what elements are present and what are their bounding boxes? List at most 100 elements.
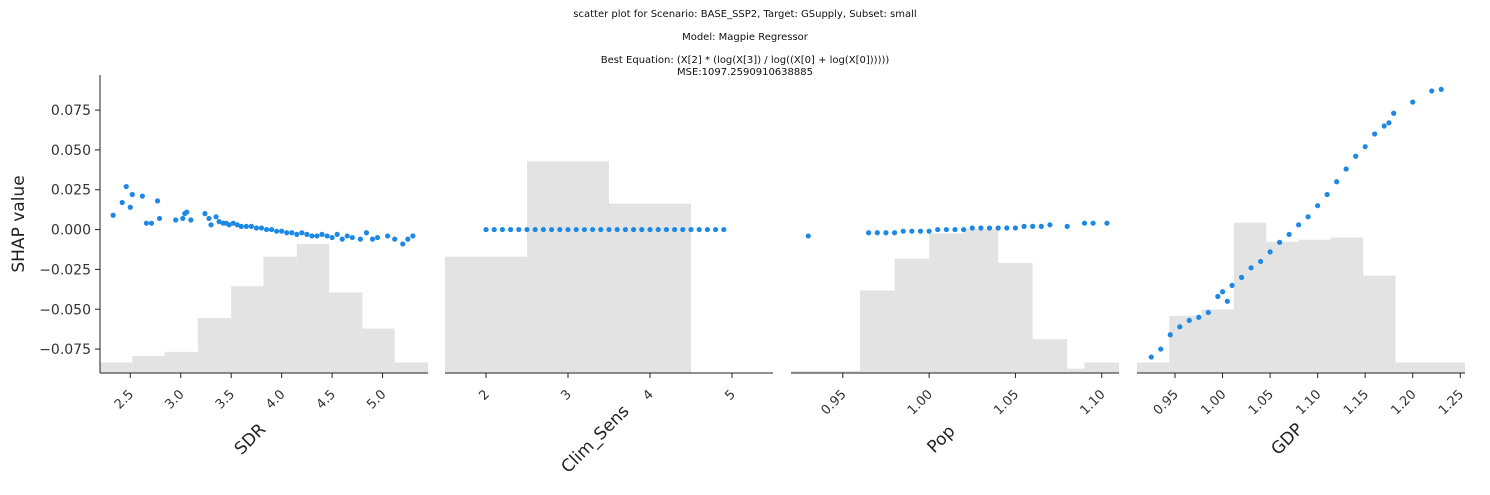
y-tick-label: 0.025 [51,183,91,199]
data-point [961,226,967,233]
x-tick-label: 1.10 [1077,387,1108,418]
data-point [253,225,260,231]
data-point [1215,293,1221,300]
data-point [410,233,416,239]
panel-clim_sens: 2 3 4 5 Clim_Sens [445,161,773,477]
data-point [1104,220,1110,226]
data-point [123,183,129,190]
data-point [969,225,975,231]
data-point [647,226,653,233]
data-point [248,223,254,229]
data-point [334,231,340,237]
data-point [891,230,898,236]
data-point [1305,214,1311,220]
data-point [1296,222,1302,228]
y-tick-label: 0.050 [51,143,91,159]
data-point [672,226,678,233]
data-point [173,217,179,223]
histogram-bar [929,233,964,373]
data-point [900,228,906,234]
data-point [289,230,295,236]
data-point [284,230,290,236]
data-point [263,226,270,233]
data-point [1248,265,1254,271]
data-point [565,226,571,233]
x-tick-label: 3 [558,387,574,403]
data-point [309,233,315,239]
data-point [1167,332,1173,338]
data-point [1410,99,1416,105]
data-point [405,236,411,242]
data-point [1238,274,1245,280]
histogram-bar [1266,241,1299,373]
data-point [524,226,530,233]
data-point [1386,120,1392,126]
data-point [874,230,880,236]
x-tick-label: 4 [640,387,656,403]
x-axis-label: Pop [923,421,959,457]
data-point [917,228,924,234]
x-tick-label: 1.25 [1436,387,1467,418]
data-point [1315,203,1321,209]
x-axis-label: SDR [231,420,271,460]
data-point [1438,86,1444,92]
data-point [304,231,310,237]
x-tick-label: 1.20 [1388,387,1419,418]
histogram-bar [860,290,895,373]
histogram-bar [132,356,165,373]
data-point [374,234,381,241]
data-point [119,199,125,206]
data-point [883,230,889,236]
y-tick-label: −0.025 [39,262,91,278]
histogram-bar [329,292,363,373]
data-point [339,236,345,242]
data-point [1148,354,1154,360]
data-point [1205,309,1211,316]
data-point [1064,223,1070,229]
x-tick-label: 1.00 [1198,387,1229,418]
histogram-bar [1169,315,1202,373]
data-point [319,231,325,237]
x-tick-label: 1.05 [1246,387,1277,418]
x-tick-label: 5 [722,387,738,403]
y-tick-label: 0.000 [51,223,91,239]
data-point [1267,249,1273,255]
data-point [216,219,222,225]
data-point [622,226,629,233]
data-point [995,225,1001,231]
data-point [154,198,161,204]
data-point [516,226,522,233]
x-tick-label: 1.10 [1293,387,1324,418]
data-point [139,193,145,199]
data-point [143,220,150,226]
histogram-bar [1429,362,1465,373]
data-point [549,226,555,233]
data-point [866,230,872,236]
histogram-bar [1201,309,1234,373]
histogram-bar [1233,222,1267,373]
histogram-bar [1298,239,1331,373]
data-point [1158,346,1164,352]
data-point [127,204,133,210]
data-point [188,217,194,223]
chart-title-scenario: scatter plot for Scenario: BASE_SSP2, Ta… [573,9,917,20]
data-point [952,226,958,233]
x-tick-label: 0.95 [819,387,850,418]
data-point [1038,223,1044,229]
data-point [299,230,305,236]
data-point [696,226,702,233]
y-tick-label: −0.075 [39,342,91,358]
data-point [1224,298,1230,304]
data-point [129,191,135,198]
histogram-bar [894,258,930,373]
x-tick-label: 2 [476,387,492,403]
data-point [294,231,300,237]
data-point [1429,88,1435,94]
data-point [1012,225,1019,231]
histogram-bar [164,351,198,373]
panel-sdr: 2.5 3.0 3.5 4.0 4.5 5.0 SDR 0.075 0.050 0.025 0.00… [9,75,428,459]
data-point [1257,258,1264,265]
data-point [491,226,497,233]
x-tick-label: 1.05 [991,387,1022,418]
data-point [1090,220,1096,226]
